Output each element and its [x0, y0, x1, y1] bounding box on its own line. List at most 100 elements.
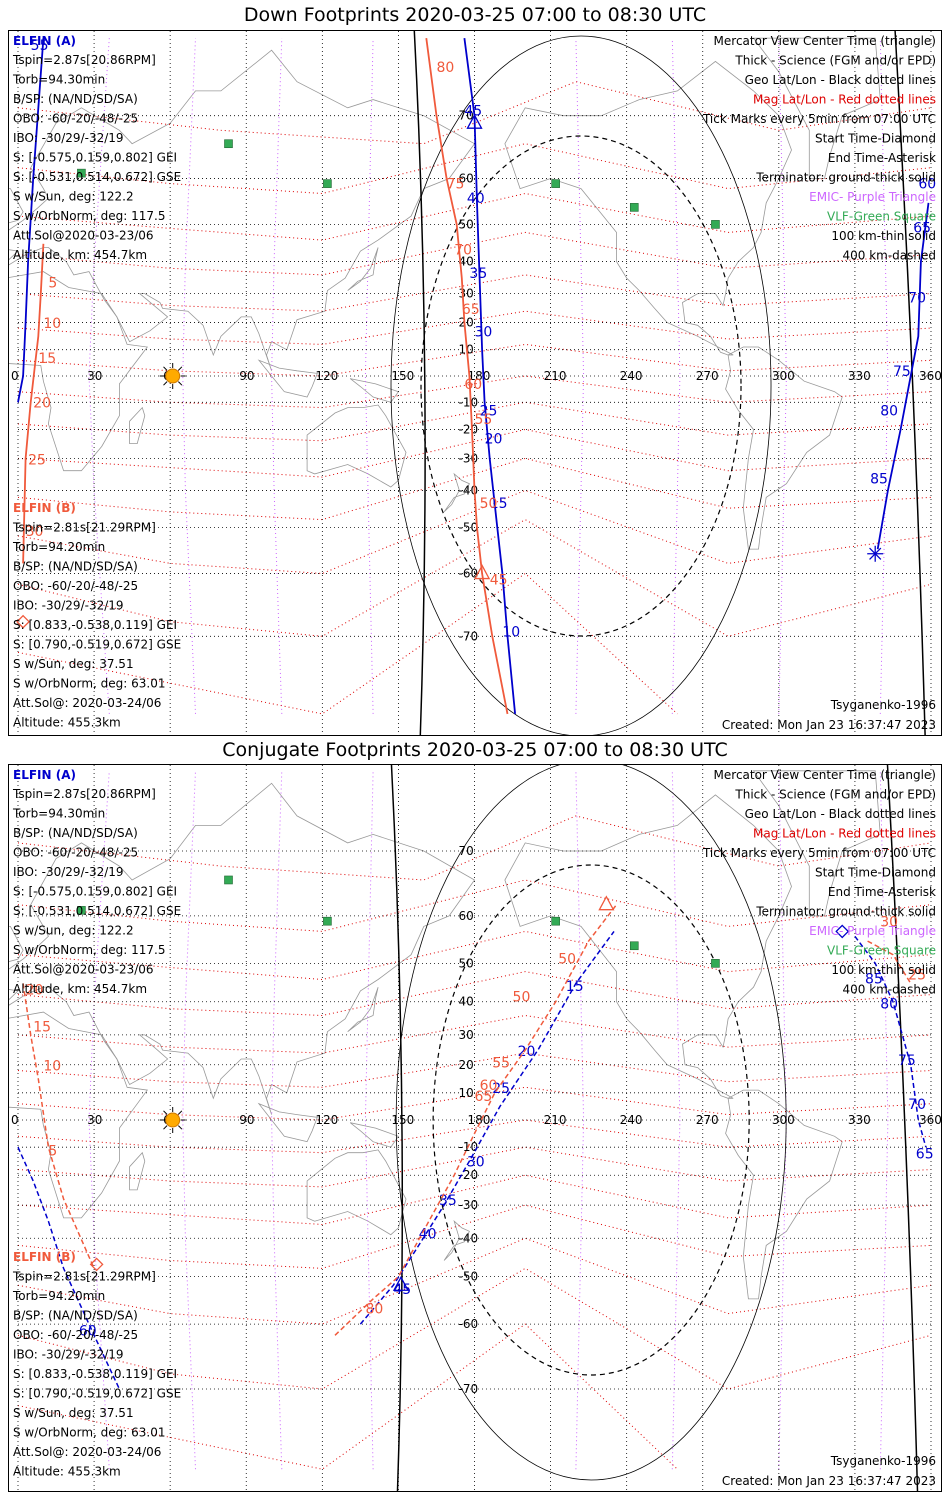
purple-grid-line: [182, 770, 196, 1470]
elfin-a-info-line: Altitude, km: 454.7km: [13, 248, 147, 262]
alt-400km-circle: [432, 864, 750, 1376]
vlf-station-marker: [551, 179, 560, 188]
lon-tick-label: 180: [468, 369, 491, 383]
elfin-a-info-line: S w/Sun, deg: 122.2: [13, 924, 134, 938]
elfin-a-info-line: IBO: -30/29/-32/19: [13, 865, 124, 879]
mag-lat-line: [17, 572, 678, 715]
coastline: [129, 406, 146, 445]
elfin-b-info-line: S w/Sun, deg: 37.51: [13, 657, 134, 671]
alt-100km-circle: [395, 765, 787, 1481]
track-tick-label: 15: [566, 979, 584, 995]
vlf-station-marker: [711, 220, 720, 229]
track-tick-label: 85: [865, 971, 883, 987]
center-time-triangle: [466, 113, 483, 129]
elfin-b-info-line: Att.Sol@: 2020-03-24/06: [13, 696, 161, 710]
coastline: [504, 60, 792, 356]
legend-entry: Start Time-Diamond: [815, 132, 936, 146]
track-tick-label: 15: [38, 351, 56, 367]
lat-tick-label: -60: [459, 567, 479, 581]
track-tick-label: 60: [79, 1323, 97, 1339]
track-tick-label: 60: [480, 1078, 498, 1094]
start-time-diamond: [89, 1257, 104, 1272]
coastline: [257, 359, 318, 398]
mag-lat-line: [17, 1086, 932, 1121]
vlf-station-marker: [224, 875, 233, 885]
lon-tick-label: 360: [919, 1113, 941, 1127]
purple-grid-line: [271, 38, 283, 714]
lon-tick-label: 30: [87, 1113, 102, 1127]
lat-tick-label: -10: [459, 395, 479, 409]
track-tick-label: 65: [916, 1146, 934, 1162]
lon-tick-label: 150: [391, 1113, 414, 1127]
elfin-b-info-line: Altitude: 455.3km: [13, 716, 121, 730]
track-tick-label: 25: [480, 404, 498, 420]
sun-ray: [178, 1110, 183, 1115]
legend-entry: EMIC- Purple Triangle: [809, 190, 936, 204]
lon-tick-label: 90: [239, 1113, 254, 1127]
track-tick-label: 50: [513, 990, 531, 1006]
lat-tick-label: 30: [459, 287, 474, 301]
track-tick-label: 80: [436, 60, 454, 76]
mag-lat-line: [17, 519, 932, 637]
track-tick-label: 65: [475, 1089, 493, 1105]
coastline: [752, 37, 881, 179]
mag-lat-line: [17, 231, 932, 276]
mag-lat-line: [17, 143, 932, 195]
terminator-line: [413, 31, 426, 735]
lat-tick-label: -40: [459, 483, 479, 497]
vlf-station-marker: [711, 959, 720, 968]
coastline: [9, 782, 476, 1115]
purple-grid-line: [271, 770, 283, 1470]
mag-lat-line: [17, 971, 932, 1017]
lat-tick-label: 10: [459, 1086, 474, 1100]
legend-entry: 100 km-thin solid: [831, 963, 936, 977]
track-tick-label: 15: [33, 1020, 51, 1036]
lon-tick-label: 240: [620, 1113, 643, 1127]
footprint-map-down: 0 30 60 90 120 150 180 210 240 270 300 330 360 -70 -60…: [9, 31, 941, 735]
terminator-line: [894, 31, 926, 735]
elfin-b-info-line: S: [0.790,-0.519,0.672] GSE: [13, 638, 181, 652]
lon-tick-label: 90: [239, 369, 254, 383]
footprint-map-conjugate: 0306090120150180210240270300330360-70-60…: [9, 765, 941, 1491]
elfin-b-info-line: S w/OrbNorm, deg: 63.01: [13, 1426, 165, 1440]
elfin-b-info-line: Tspin=2.81s[21.29RPM]: [12, 521, 156, 535]
track-tick-label: 55: [31, 38, 49, 54]
elfin-a-info-line: Att.Sol@2020-03-23/06: [13, 229, 154, 243]
purple-grid-line: [879, 770, 889, 1470]
track-tick-label: 75: [893, 364, 911, 380]
legend-entry: End Time-Asterisk: [828, 885, 936, 899]
track-tick-label: 85: [870, 472, 888, 488]
mag-lat-line: [17, 375, 932, 409]
lat-tick-label: -50: [459, 1270, 479, 1284]
elfin-a-info-line: Tspin=2.87s[20.86RPM]: [12, 53, 156, 67]
footprint-track: [867, 940, 912, 984]
track-tick-label: 5: [48, 275, 57, 291]
sun-ray: [163, 366, 168, 371]
track-tick-label: 20: [518, 1044, 536, 1060]
elfin-a-info-line: S w/OrbNorm, deg: 117.5: [13, 209, 165, 223]
alt-400km-circle: [420, 135, 742, 637]
elfin-a-info-line: S w/OrbNorm, deg: 117.5: [13, 943, 165, 957]
lat-tick-label: -70: [459, 629, 479, 643]
footprint-track: [22, 983, 95, 1269]
lon-tick-label: 330: [848, 369, 871, 383]
mag-lat-line: [17, 1267, 932, 1390]
legend-entry: Mag Lat/Lon - Red dotted lines: [753, 93, 936, 107]
sun-ray: [163, 1110, 168, 1115]
elfin-a-header: ELFIN (A): [13, 34, 76, 48]
lat-tick-label: -30: [459, 1198, 479, 1212]
elfin-a-info-line: Torb=94.30min: [12, 73, 105, 87]
elfin-b-info-line: Att.Sol@: 2020-03-24/06: [13, 1445, 161, 1459]
lat-tick-label: 60: [459, 909, 474, 923]
mag-lat-line: [17, 343, 932, 377]
elfin-b-info-line: S w/OrbNorm, deg: 63.01: [13, 677, 165, 691]
footprint-track: [17, 38, 45, 403]
track-tick-label: 30: [467, 1155, 485, 1171]
track-tick-label: 50: [480, 496, 498, 512]
track-tick-label: 35: [439, 1193, 457, 1209]
track-tick-label: 20: [33, 396, 51, 412]
coastline: [443, 1219, 470, 1261]
coastline: [257, 1102, 318, 1143]
elfin-b-header: ELFIN (B): [13, 501, 76, 515]
coastline: [347, 987, 379, 1033]
